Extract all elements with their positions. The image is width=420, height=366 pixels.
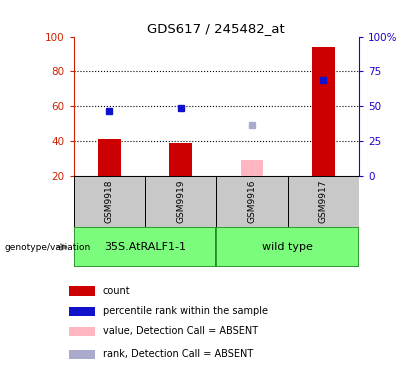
Bar <box>69 350 95 359</box>
Bar <box>312 47 335 176</box>
Text: genotype/variation: genotype/variation <box>4 243 90 251</box>
Text: wild type: wild type <box>262 242 313 252</box>
Bar <box>69 286 95 296</box>
Bar <box>98 139 121 176</box>
Text: 35S.AtRALF1-1: 35S.AtRALF1-1 <box>104 242 186 252</box>
Bar <box>145 176 216 227</box>
Text: GSM9916: GSM9916 <box>247 180 257 223</box>
Text: percentile rank within the sample: percentile rank within the sample <box>103 306 268 316</box>
Text: rank, Detection Call = ABSENT: rank, Detection Call = ABSENT <box>103 349 253 359</box>
Bar <box>288 176 359 227</box>
Title: GDS617 / 245482_at: GDS617 / 245482_at <box>147 22 285 36</box>
Bar <box>241 160 263 176</box>
Bar <box>216 176 288 227</box>
Text: value, Detection Call = ABSENT: value, Detection Call = ABSENT <box>103 326 258 336</box>
Text: count: count <box>103 286 131 296</box>
Bar <box>74 176 145 227</box>
Bar <box>69 307 95 315</box>
Bar <box>74 227 216 267</box>
Bar <box>69 326 95 336</box>
Text: GSM9917: GSM9917 <box>319 180 328 223</box>
Text: GSM9918: GSM9918 <box>105 180 114 223</box>
Text: GSM9919: GSM9919 <box>176 180 185 223</box>
Bar <box>216 227 359 267</box>
Bar <box>169 143 192 176</box>
